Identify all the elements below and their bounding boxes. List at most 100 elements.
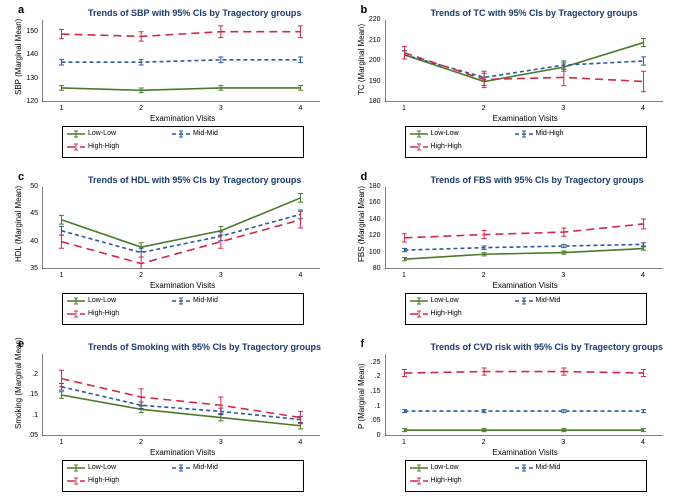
legend-label: Low-Low bbox=[88, 463, 116, 473]
legend: Low-Low Mid-Mid High-High bbox=[62, 460, 304, 492]
series-high bbox=[61, 220, 300, 264]
legend-item-low: Low-Low bbox=[410, 463, 459, 473]
ytick: .1 bbox=[375, 403, 381, 410]
ytick: .15 bbox=[371, 388, 381, 395]
chart-grid: a Trends of SBP with 95% CIs by Tragector… bbox=[0, 0, 685, 501]
legend: Low-Low Mid-Mid High-High bbox=[405, 293, 647, 325]
series-mid bbox=[61, 214, 300, 252]
legend-item-high: High-High bbox=[410, 476, 462, 486]
legend-item-mid: Mid-High bbox=[515, 129, 564, 139]
legend-label: Mid-Mid bbox=[193, 296, 218, 306]
xtick: 3 bbox=[219, 272, 223, 279]
xtick: 1 bbox=[402, 105, 406, 112]
xtick: 4 bbox=[641, 105, 645, 112]
legend-label: High-High bbox=[431, 142, 462, 152]
series-low bbox=[61, 395, 300, 426]
panel-letter: c bbox=[18, 171, 24, 183]
ytick: 50 bbox=[30, 183, 38, 190]
ylabel: HDL (Marginal Mean) bbox=[14, 186, 23, 262]
legend-item-mid: Mid-Mid bbox=[172, 463, 218, 473]
ytick: 140 bbox=[369, 216, 381, 223]
xlabel: Examination Visits bbox=[150, 114, 215, 123]
xtick: 2 bbox=[482, 105, 486, 112]
panel-title: Trends of CVD risk with 95% CIs by Trage… bbox=[431, 342, 664, 352]
legend: Low-Low Mid-High High-High bbox=[405, 126, 647, 158]
legend-item-high: High-High bbox=[67, 142, 119, 152]
xlabel: Examination Visits bbox=[150, 281, 215, 290]
ylabel: SBP (Marginal Mean) bbox=[14, 19, 23, 95]
legend-item-low: Low-Low bbox=[67, 463, 116, 473]
legend-item-high: High-High bbox=[67, 309, 119, 319]
ylabel: P (Marginal Mean) bbox=[357, 363, 366, 429]
xtick: 2 bbox=[482, 272, 486, 279]
ytick: 120 bbox=[26, 98, 38, 105]
xtick: 2 bbox=[139, 439, 143, 446]
series-mid bbox=[61, 387, 300, 420]
legend: Low-Low Mid-Mid High-High bbox=[62, 293, 304, 325]
panel-title: Trends of TC with 95% CIs by Tragectory … bbox=[431, 8, 638, 18]
ytick: .15 bbox=[28, 391, 38, 398]
legend-item-high: High-High bbox=[410, 142, 462, 152]
legend-item-high: High-High bbox=[410, 309, 462, 319]
ylabel: FBS (Marginal Mean) bbox=[357, 186, 366, 262]
legend-item-mid: Mid-Mid bbox=[172, 296, 218, 306]
xtick: 3 bbox=[561, 272, 565, 279]
panel-title: Trends of FBS with 95% CIs by Tragectory… bbox=[431, 175, 644, 185]
series-low bbox=[61, 88, 300, 90]
ytick: .05 bbox=[28, 432, 38, 439]
xtick: 4 bbox=[299, 105, 303, 112]
xtick: 3 bbox=[219, 439, 223, 446]
ytick: 100 bbox=[369, 249, 381, 256]
ytick: .1 bbox=[32, 412, 38, 419]
ytick: .2 bbox=[32, 371, 38, 378]
ytick: 140 bbox=[26, 51, 38, 58]
panel-letter: a bbox=[18, 4, 24, 16]
ytick: 160 bbox=[369, 199, 381, 206]
legend-item-mid: Mid-Mid bbox=[172, 129, 218, 139]
series-high bbox=[404, 372, 643, 373]
legend: Low-LowMid-MidHigh-High bbox=[62, 126, 304, 158]
xtick: 1 bbox=[402, 439, 406, 446]
xtick: 4 bbox=[299, 439, 303, 446]
ytick: 80 bbox=[373, 265, 381, 272]
panel-f: f Trends of CVD risk with 95% CIs by Trag… bbox=[343, 334, 685, 501]
xlabel: Examination Visits bbox=[493, 281, 558, 290]
series-low bbox=[404, 249, 643, 260]
legend-item-low: Low-Low bbox=[410, 129, 459, 139]
xtick: 2 bbox=[139, 105, 143, 112]
xlabel: Examination Visits bbox=[493, 114, 558, 123]
series-mid bbox=[404, 244, 643, 250]
panel-title: Trends of SBP with 95% CIs by Tragectory… bbox=[88, 8, 301, 18]
series-high bbox=[61, 32, 300, 37]
xtick: 3 bbox=[219, 105, 223, 112]
xtick: 3 bbox=[561, 439, 565, 446]
ylabel: TC (Marginal Mean) bbox=[357, 24, 366, 95]
xtick: 2 bbox=[482, 439, 486, 446]
series-high bbox=[61, 379, 300, 418]
legend-item-high: High-High bbox=[67, 476, 119, 486]
series-high bbox=[404, 224, 643, 238]
legend-label: High-High bbox=[88, 309, 119, 319]
panel-b: b Trends of TC with 95% CIs by Tragectory… bbox=[343, 0, 685, 167]
plot-area bbox=[42, 20, 320, 102]
ytick: 220 bbox=[369, 16, 381, 23]
ytick: 45 bbox=[30, 210, 38, 217]
legend-item-low: Low-Low bbox=[410, 296, 459, 306]
plot-area bbox=[42, 187, 320, 269]
plot-area bbox=[42, 354, 320, 436]
ytick: 35 bbox=[30, 265, 38, 272]
legend-label: Mid-Mid bbox=[536, 296, 561, 306]
xtick: 1 bbox=[59, 439, 63, 446]
panel-letter: f bbox=[361, 338, 365, 350]
legend-label: Mid-High bbox=[536, 129, 564, 139]
legend-item-low: Low-Low bbox=[67, 296, 116, 306]
legend-label: High-High bbox=[431, 476, 462, 486]
xtick: 1 bbox=[402, 272, 406, 279]
panel-letter: b bbox=[361, 4, 368, 16]
plot-area bbox=[385, 187, 663, 269]
xtick: 1 bbox=[59, 105, 63, 112]
legend-item-mid: Mid-Mid bbox=[515, 463, 561, 473]
legend-label: Low-Low bbox=[431, 463, 459, 473]
xtick: 3 bbox=[561, 105, 565, 112]
ylabel: Smoking (Marginal Mean) bbox=[14, 337, 23, 429]
